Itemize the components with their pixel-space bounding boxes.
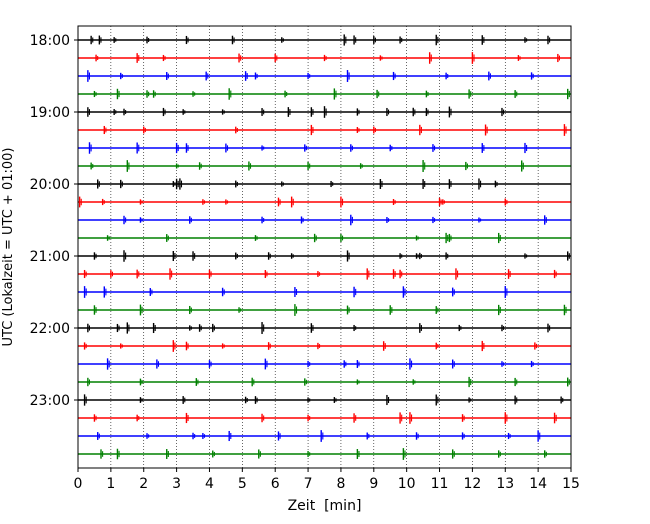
- x-tick-label: 12: [463, 476, 481, 492]
- y-tick-label: 19:00: [30, 105, 70, 121]
- y-axis-label: UTC (Lokalzeit = UTC + 01:00): [1, 148, 16, 347]
- x-tick-label: 5: [238, 476, 247, 492]
- y-tick-label: 22:00: [30, 321, 70, 337]
- x-tick-label: 14: [529, 476, 547, 492]
- x-tick-label: 2: [139, 476, 148, 492]
- trace-layer: [78, 34, 571, 460]
- x-tick-label: 7: [304, 476, 313, 492]
- grid-layer: [110, 26, 539, 468]
- x-tick-label: 10: [398, 476, 416, 492]
- y-tick-label: 18:00: [30, 33, 70, 49]
- y-tick-label: 23:00: [30, 393, 70, 409]
- x-axis-label: Zeit [min]: [288, 498, 362, 514]
- x-tick-label: 1: [106, 476, 115, 492]
- y-tick-label: 20:00: [30, 177, 70, 193]
- x-tick-label: 4: [205, 476, 214, 492]
- y-tick-label: 21:00: [30, 249, 70, 265]
- plot-frame: [77, 25, 572, 469]
- x-tick-label: 9: [369, 476, 378, 492]
- x-tick-label: 13: [496, 476, 514, 492]
- x-tick-label: 6: [271, 476, 280, 492]
- tick-layer: 0 1 2 3 4 5 6 7 8 9 10 11 12 13 14 1518:0019:0020:0021:…: [30, 33, 580, 492]
- x-tick-label: 15: [562, 476, 580, 492]
- x-tick-label: 8: [336, 476, 345, 492]
- x-tick-label: 0: [74, 476, 83, 492]
- x-tick-label: 11: [431, 476, 449, 492]
- x-tick-label: 3: [172, 476, 181, 492]
